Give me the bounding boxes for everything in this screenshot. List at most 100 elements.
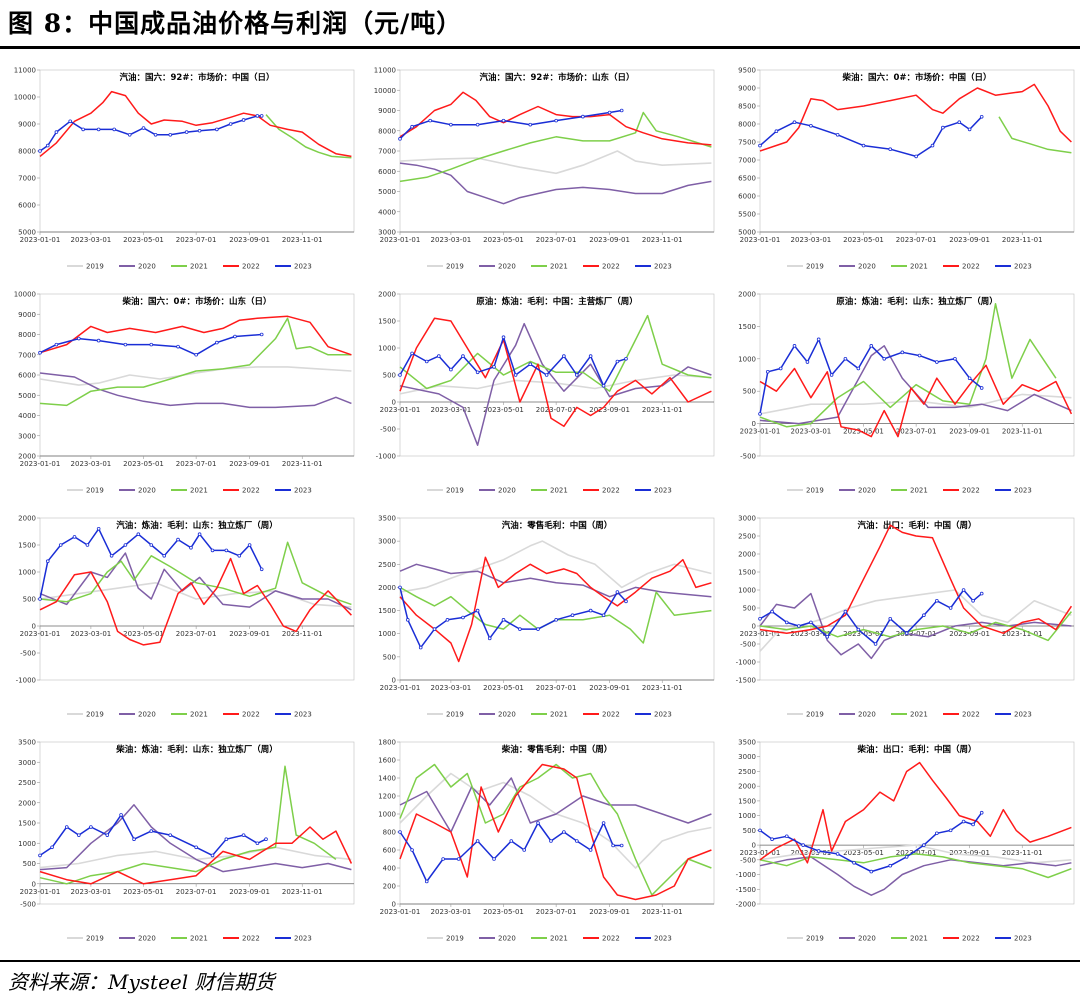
y-tick-label: 9000 [378,107,396,115]
series-line-2021 [998,116,1072,154]
x-tick-label: 2023-03-01 [431,684,472,692]
data-point-2023 [38,350,42,355]
series-line-2023 [39,814,267,857]
data-point-2023 [64,825,69,829]
data-point-2023 [809,124,813,128]
data-point-2023 [792,344,797,348]
data-point-2023 [536,627,540,631]
y-tick-label: -1000 [16,677,36,685]
data-point-2023 [528,122,533,127]
y-tick-label: 0 [32,880,36,888]
legend-label-2022: 2022 [962,487,980,495]
data-point-2023 [54,130,59,134]
x-tick-label: 2023-09-01 [949,236,990,244]
x-tick-label: 2023-07-01 [896,236,937,244]
legend-label-2019: 2019 [446,263,464,271]
data-point-2023 [922,613,926,617]
series-line-2020 [39,804,352,873]
x-tick-label: 2023-07-01 [176,236,217,244]
data-point-2023 [68,119,72,124]
chart-panel: -1000 -500 0 500 1000 1500 2000 2023-01-01 2023-… [364,280,720,500]
legend-label-2023: 2023 [1014,487,1032,495]
y-tick-label: 3000 [378,229,396,237]
series-line-2023 [759,338,983,415]
x-tick-label: 2023-11-01 [1002,236,1043,244]
data-point-2023 [961,588,966,592]
legend-label-2023: 2023 [1014,263,1032,271]
legend-label-2023: 2023 [1014,711,1032,719]
x-tick-label: 2023-05-01 [123,630,164,638]
data-point-2023 [967,127,972,132]
y-tick-label: 3500 [18,739,36,747]
data-point-2023 [979,114,984,119]
bottom-rule [0,960,1080,962]
data-point-2023 [941,125,945,130]
y-tick-label: 7500 [738,139,756,147]
y-tick-label: 10000 [374,87,396,95]
data-point-2023 [50,845,54,850]
data-point-2023 [549,839,553,843]
y-tick-label: 0 [392,399,396,407]
y-tick-label: 1500 [18,820,36,828]
legend-label-2023: 2023 [654,935,672,943]
y-tick-label: 7000 [378,148,396,156]
legend-label-2023: 2023 [654,263,672,271]
data-point-2023 [184,130,189,134]
data-point-2023 [829,373,834,377]
chart-panel: -500 0 500 1000 1500 2000 2023-01-01 2023-03-01… [724,280,1080,500]
x-tick-label: 2023-03-01 [431,908,472,916]
data-point-2023 [758,412,762,416]
data-point-2023 [825,635,830,639]
series-line-2023 [399,336,627,387]
x-tick-label: 2023-05-01 [483,684,524,692]
x-tick-label: 2023-05-01 [483,908,524,916]
data-point-2023 [888,863,893,868]
series-line-2022 [759,524,1073,634]
data-point-2023 [979,591,984,596]
series-line-2023 [399,109,622,140]
series-line-2019 [399,374,712,395]
chart-svg: -500 0 500 1000 1500 2000 2500 3000 3500 2023-01-… [18,739,355,943]
data-point-2023 [38,853,42,858]
legend-label-2022: 2022 [962,935,980,943]
data-point-2023 [816,849,821,853]
x-tick-label: 2023-03-01 [71,888,112,896]
legend-label-2019: 2019 [446,487,464,495]
legend-label-2021: 2021 [550,487,568,495]
y-tick-label: -1000 [736,659,756,667]
data-point-2023 [259,114,264,118]
legend-label-2023: 2023 [294,263,312,271]
data-point-2023 [449,122,453,127]
y-tick-label: 6000 [738,193,756,201]
chart-title: 原油：炼油：毛利：中国：主营炼厂（周） [476,296,638,307]
data-point-2023 [914,154,918,159]
series-line-2022 [39,557,352,646]
legend-label-2019: 2019 [806,263,824,271]
chart-title: 柴油：国六：0#：市场价：山东（日） [121,296,271,307]
x-tick-label: 2023-07-01 [896,630,937,638]
legend-label-2021: 2021 [910,711,928,719]
y-tick-label: 5000 [378,188,396,196]
data-point-2023 [176,537,180,542]
data-point-2023 [562,830,566,834]
y-tick-label: 1500 [378,318,396,326]
x-tick-label: 2023-05-01 [483,406,524,414]
data-point-2023 [475,839,480,843]
data-point-2023 [961,819,966,824]
y-tick-label: 2500 [738,768,756,776]
series-line-2019 [759,844,1072,864]
legend-label-2020: 2020 [498,711,516,719]
data-point-2023 [96,338,101,343]
chart-panel: -500 0 500 1000 1500 2000 2500 3000 3500 2023-01-… [4,728,360,948]
data-point-2023 [197,532,202,537]
y-tick-label: 4000 [378,208,396,216]
data-point-2023 [168,833,173,837]
chart-panel: 2000 3000 4000 5000 6000 7000 8000 9000 10000 202… [4,280,360,500]
plot-frame [399,293,715,457]
data-point-2023 [601,384,606,388]
data-point-2023 [554,618,558,622]
y-tick-label: -1500 [736,677,756,685]
y-tick-label: 10000 [14,291,36,299]
data-point-2023 [410,351,414,356]
data-point-2023 [153,133,158,137]
